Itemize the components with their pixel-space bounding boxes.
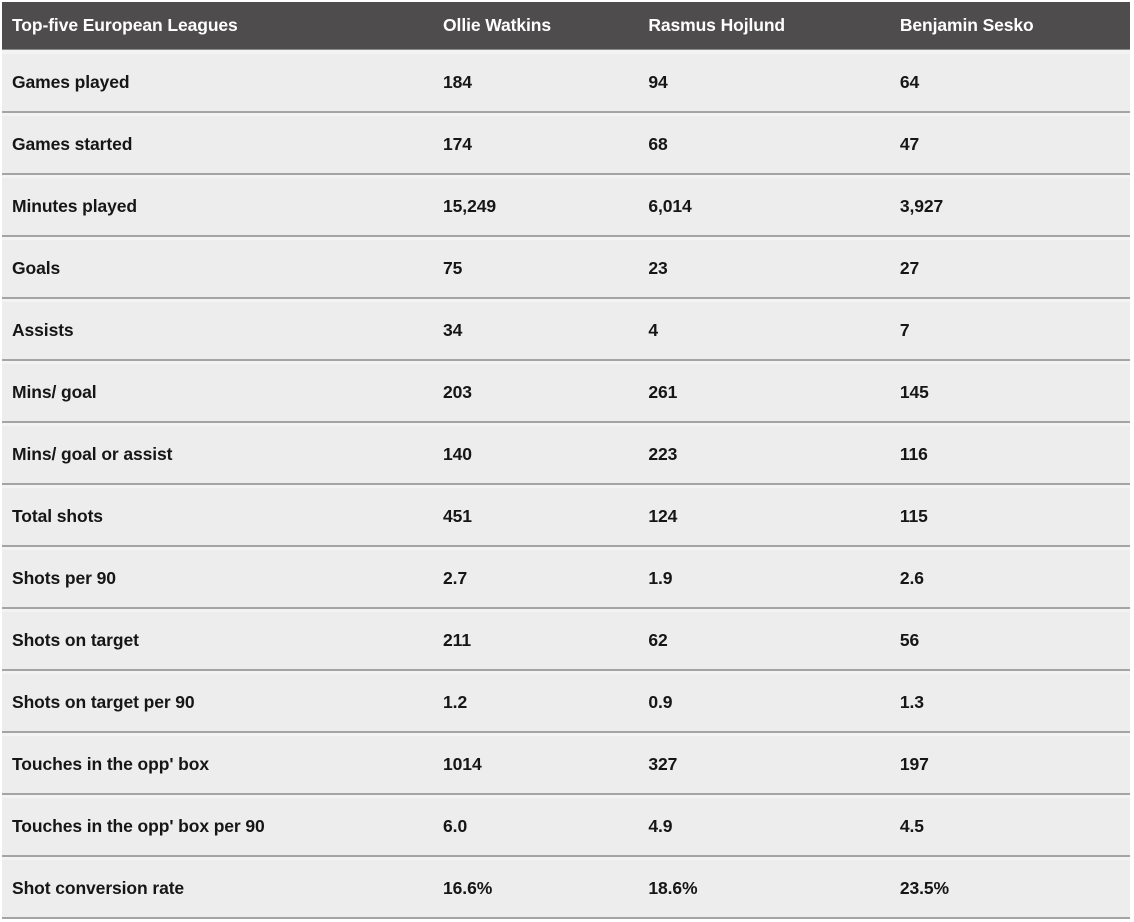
- row-value-ollie-watkins: 75: [443, 258, 463, 278]
- row-value-benjamin-sesko: 7: [899, 320, 910, 340]
- row-stat-label: Shots per 90: [12, 568, 116, 588]
- row-stat-label: Shots on target per 90: [12, 692, 195, 712]
- table-row: Assists 34 4 7: [2, 302, 1130, 361]
- row-value-ollie-watkins: 6.0: [443, 816, 468, 836]
- row-value-ollie-watkins: 184: [443, 72, 472, 92]
- row-value-ollie-watkins: 1.2: [443, 692, 468, 712]
- row-stat-label: Goals: [12, 258, 61, 278]
- row-value-benjamin-sesko: 56: [899, 630, 920, 650]
- row-value-rasmus-hojlund: 327: [648, 754, 678, 774]
- row-value-benjamin-sesko: 145: [899, 382, 929, 402]
- row-stat-label: Games started: [12, 134, 133, 154]
- row-stat-label: Touches in the opp' box per 90: [12, 816, 265, 836]
- row-value-rasmus-hojlund: 4: [648, 320, 658, 340]
- row-stat-label: Shots on target: [12, 630, 139, 650]
- table-row: Touches in the opp' box per 90 6.0 4.9 4…: [2, 798, 1130, 857]
- header-col-benjamin-sesko: Benjamin Sesko: [899, 15, 1034, 35]
- row-value-ollie-watkins: 16.6%: [443, 878, 493, 898]
- header-col-rasmus-hojlund: Rasmus Hojlund: [648, 15, 785, 35]
- table-row: Shot conversion rate 16.6% 18.6% 23.5%: [2, 860, 1130, 919]
- row-value-benjamin-sesko: 27: [899, 258, 920, 278]
- header-row-label: Top-five European Leagues: [12, 15, 238, 35]
- row-value-benjamin-sesko: 3,927: [899, 196, 944, 216]
- table-row: Games started 174 68 47: [2, 116, 1130, 175]
- row-value-rasmus-hojlund: 6,014: [648, 196, 692, 216]
- row-stat-label: Mins/ goal: [12, 382, 97, 402]
- row-value-rasmus-hojlund: 94: [648, 72, 668, 92]
- row-value-ollie-watkins: 174: [443, 134, 472, 154]
- header-col-ollie-watkins: Ollie Watkins: [443, 15, 551, 35]
- row-value-ollie-watkins: 140: [443, 444, 472, 464]
- table-row: Shots on target 211 62 56: [2, 612, 1130, 671]
- table-row: Mins/ goal or assist 140 223 116: [2, 426, 1130, 485]
- row-value-rasmus-hojlund: 68: [648, 134, 668, 154]
- row-stat-label: Assists: [12, 320, 74, 340]
- table-row: Mins/ goal 203 261 145: [2, 364, 1130, 423]
- table-header-row: Top-five European Leagues Ollie Watkins …: [2, 2, 1130, 50]
- row-value-ollie-watkins: 203: [443, 382, 472, 402]
- table-row: Shots per 90 2.7 1.9 2.6: [2, 550, 1130, 609]
- row-value-rasmus-hojlund: 261: [648, 382, 678, 402]
- row-value-benjamin-sesko: 115: [899, 506, 928, 526]
- table-row: Minutes played 15,249 6,014 3,927: [2, 178, 1130, 237]
- row-value-rasmus-hojlund: 0.9: [648, 692, 673, 712]
- row-value-ollie-watkins: 15,249: [443, 196, 496, 216]
- row-value-ollie-watkins: 451: [443, 506, 472, 526]
- row-value-rasmus-hojlund: 1.9: [648, 568, 673, 588]
- row-value-benjamin-sesko: 64: [899, 72, 920, 92]
- row-stat-label: Mins/ goal or assist: [12, 444, 173, 464]
- row-value-rasmus-hojlund: 124: [648, 506, 678, 526]
- table-row: Games played 184 94 64: [2, 54, 1130, 113]
- row-stat-label: Games played: [12, 72, 130, 92]
- row-stat-label: Total shots: [12, 506, 103, 526]
- table-row: Goals 75 23 27: [2, 240, 1130, 299]
- table-row: Shots on target per 90 1.2 0.9 1.3: [2, 674, 1130, 733]
- row-value-rasmus-hojlund: 4.9: [648, 816, 673, 836]
- row-value-ollie-watkins: 1014: [443, 754, 482, 774]
- row-value-benjamin-sesko: 116: [899, 444, 928, 464]
- row-value-ollie-watkins: 211: [443, 630, 471, 650]
- row-value-benjamin-sesko: 2.6: [899, 568, 924, 588]
- row-value-rasmus-hojlund: 23: [648, 258, 668, 278]
- row-value-rasmus-hojlund: 62: [648, 630, 668, 650]
- row-stat-label: Shot conversion rate: [12, 878, 185, 898]
- row-value-ollie-watkins: 34: [443, 320, 463, 340]
- row-value-benjamin-sesko: 47: [899, 134, 920, 154]
- row-value-benjamin-sesko: 197: [899, 754, 929, 774]
- row-value-benjamin-sesko: 4.5: [899, 816, 924, 836]
- row-stat-label: Minutes played: [12, 196, 138, 216]
- row-value-rasmus-hojlund: 18.6%: [648, 878, 698, 898]
- row-value-ollie-watkins: 2.7: [443, 568, 468, 588]
- row-value-benjamin-sesko: 23.5%: [899, 878, 949, 898]
- table-body: Games played 184 94 64 Games started 174…: [2, 54, 1130, 919]
- table-row: Total shots 451 124 115: [2, 488, 1130, 547]
- row-value-benjamin-sesko: 1.3: [899, 692, 924, 712]
- row-value-rasmus-hojlund: 223: [648, 444, 678, 464]
- row-stat-label: Touches in the opp' box: [12, 754, 209, 774]
- table-row: Touches in the opp' box 1014 327 197: [2, 736, 1130, 795]
